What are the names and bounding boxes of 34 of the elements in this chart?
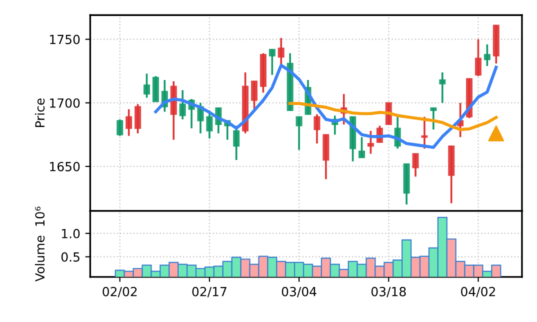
candlestick [484, 43, 490, 67]
candlestick [278, 37, 284, 67]
candlestick [134, 103, 142, 134]
y-tick-label: 0.5 [61, 252, 80, 262]
candlestick [116, 118, 124, 137]
candlestick [233, 124, 240, 161]
candlestick [439, 71, 446, 104]
candlestick [251, 80, 258, 112]
candlestick [367, 130, 374, 155]
candlestick [474, 38, 482, 78]
candlestick [412, 152, 419, 178]
candlestick [268, 48, 276, 76]
x-tick-label: 02/17 [192, 286, 226, 298]
candlestick [144, 72, 150, 99]
y-tick-label: 1.0 [62, 228, 80, 238]
candlestick [314, 113, 320, 144]
candlestick [296, 116, 302, 151]
x-tick-label: 04/02 [461, 286, 495, 298]
line-series [288, 102, 498, 132]
y-tick-label: 1650 [50, 162, 80, 172]
candlestick [126, 108, 132, 137]
candlestick [358, 136, 366, 158]
candlestick [421, 116, 428, 150]
candlestick [430, 107, 437, 130]
x-tick-label: 03/18 [371, 286, 406, 298]
candlestick [179, 89, 186, 120]
line-series [154, 64, 498, 149]
x-tick-label: 03/04 [282, 286, 316, 298]
y-tick-label: 1750 [50, 34, 80, 44]
x-tick-label: 02/02 [102, 286, 137, 298]
y-axis-title: Price [34, 98, 45, 128]
candlestick [206, 110, 213, 140]
y-tick-label: 1700 [50, 98, 80, 108]
y-axis-title: Volume 10⁶ [34, 206, 45, 282]
